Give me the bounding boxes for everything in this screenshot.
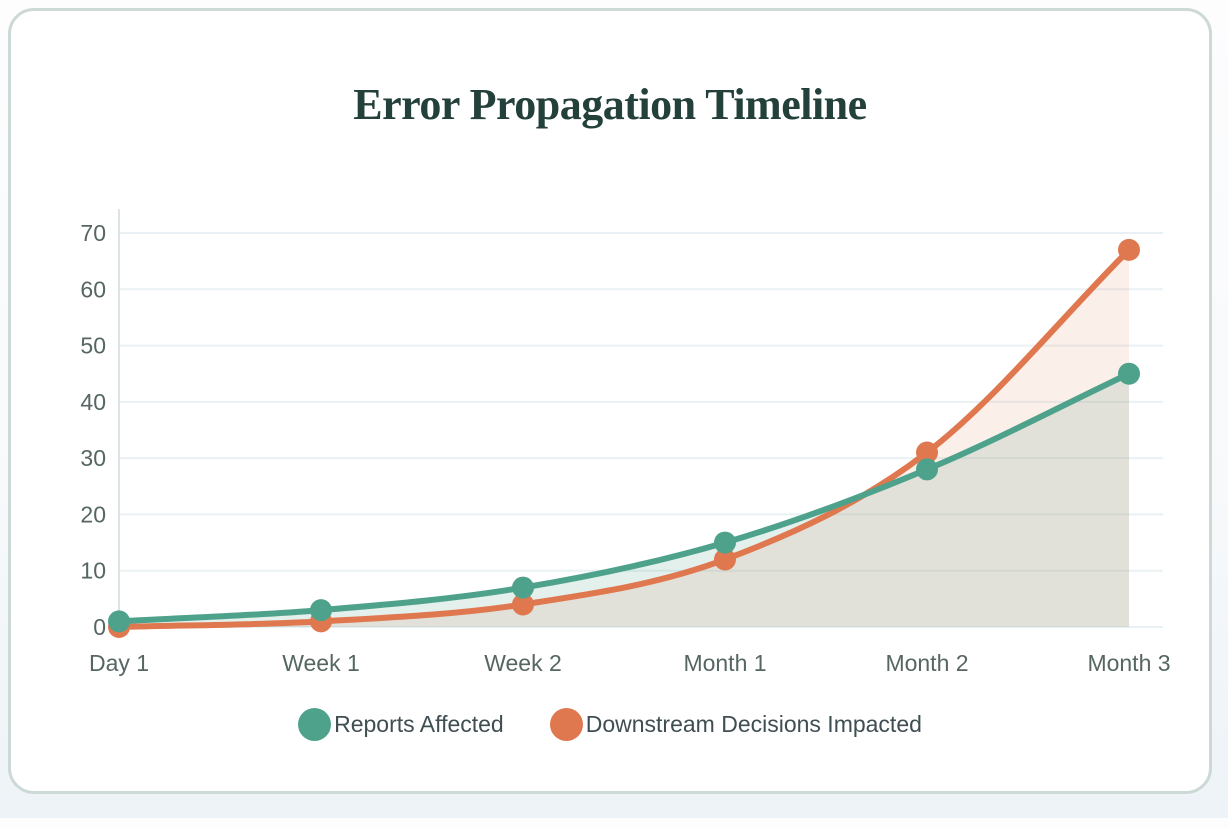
y-axis-tick-label: 30 (80, 445, 106, 471)
x-axis-category-label-month-2: Month 2 (885, 650, 968, 676)
x-axis-category-label-week-1: Week 1 (282, 650, 360, 676)
downstream-decisions-impacted-legend-marker-icon (549, 708, 583, 741)
chart-canvas: 0 10 20 30 40 50 60 70 Day 1 Week 1 Week 2 Month 1 M… (80, 209, 1171, 676)
chart-legend: Reports Affected Downstream Decisions Imp… (11, 708, 1209, 741)
legend-item-label: Reports Affected (334, 711, 504, 737)
y-axis-tick-label: 10 (80, 558, 106, 584)
y-axis-tick-label: 70 (80, 220, 106, 246)
legend-item-downstream-decisions-impacted[interactable]: Downstream Decisions Impacted (549, 708, 922, 741)
downstream-decisions-impacted-point-month-3[interactable] (1118, 238, 1140, 261)
legend-item-reports-affected[interactable]: Reports Affected (298, 708, 504, 741)
chart-card: Error Propagation Timeline 0 10 20 30 40 50 60… (8, 8, 1212, 794)
y-axis-tick-label: 20 (80, 501, 106, 527)
y-axis-tick-label: 40 (80, 389, 106, 415)
x-axis-category-label-week-2: Week 2 (484, 650, 562, 676)
x-axis-category-label-day-1: Day 1 (89, 650, 149, 676)
downstream-decisions-impacted-point-week-2[interactable] (512, 593, 534, 616)
y-axis-tick-label: 50 (80, 333, 106, 359)
reports-affected-point-day-1[interactable] (108, 610, 130, 633)
reports-affected-point-month-1[interactable] (714, 531, 736, 554)
reports-affected-legend-marker-icon (298, 708, 332, 741)
x-axis-category-label-month-3: Month 3 (1087, 650, 1170, 676)
reports-affected-point-month-2[interactable] (916, 458, 938, 481)
reports-affected-point-week-2[interactable] (512, 576, 534, 599)
legend-item-label: Downstream Decisions Impacted (585, 711, 922, 737)
reports-affected-area (119, 373, 1129, 627)
reports-affected-line (116, 370, 1132, 625)
downstream-decisions-impacted-point-month-1[interactable] (714, 548, 736, 571)
x-axis-category-label-month-1: Month 1 (683, 650, 766, 676)
y-axis-tick-label: 0 (93, 614, 106, 640)
chart-title: Error Propagation Timeline (353, 80, 867, 129)
reports-affected-point-month-3[interactable] (1118, 362, 1140, 385)
downstream-decisions-impacted-line (116, 246, 1132, 630)
y-axis-tick-label: 60 (80, 276, 106, 302)
reports-affected-point-week-1[interactable] (310, 599, 332, 622)
downstream-decisions-impacted-area (119, 249, 1129, 627)
downstream-decisions-impacted-point-month-2[interactable] (916, 441, 938, 464)
